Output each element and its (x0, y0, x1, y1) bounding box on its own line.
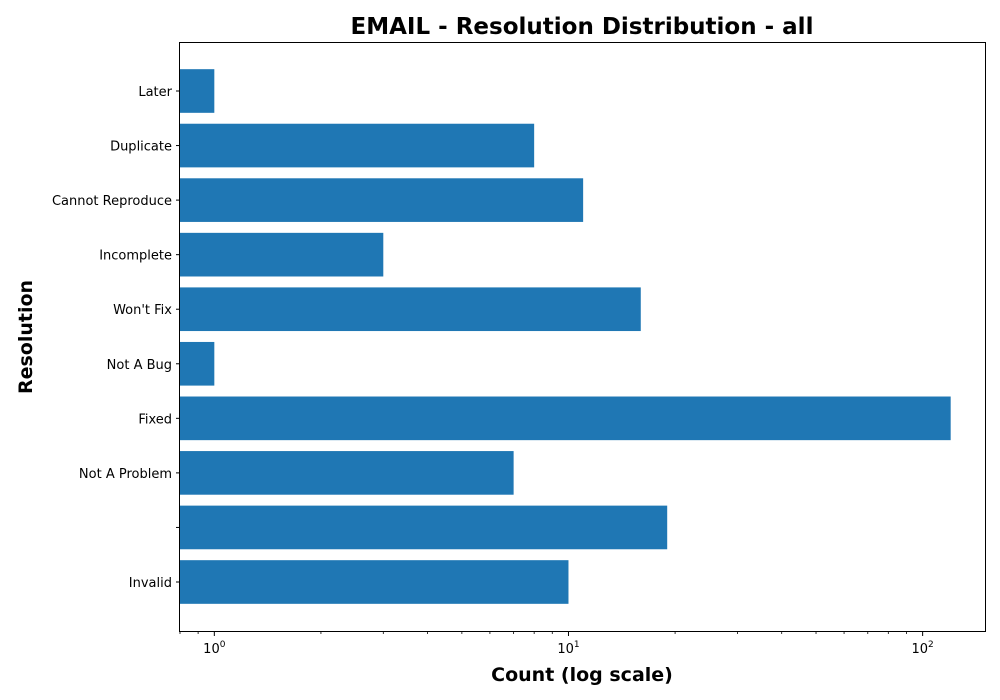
y-tick-label-7: Not A Problem (79, 467, 172, 482)
bar-8 (180, 505, 668, 550)
y-axis-label: Resolution (15, 280, 37, 394)
x-tick-label-1: 101 (557, 640, 579, 657)
bar-7 (180, 451, 514, 495)
bar-3 (180, 232, 384, 277)
y-tick-label-2: Cannot Reproduce (52, 194, 172, 209)
chart-title: EMAIL - Resolution Distribution - all (351, 14, 814, 40)
y-tick-label-3: Incomplete (99, 249, 172, 264)
bar-6 (180, 396, 951, 441)
bars-layer (180, 69, 951, 604)
bar-1 (180, 123, 535, 168)
y-tick-label-5: Not A Bug (107, 358, 172, 373)
x-tick-label-0: 100 (203, 640, 226, 657)
bar-0 (180, 69, 215, 113)
x-axis-label: Count (log scale) (491, 664, 673, 686)
bar-9 (180, 560, 569, 604)
y-tick-label-4: Won't Fix (113, 303, 172, 318)
y-tick-label-6: Fixed (138, 412, 172, 427)
bar-2 (180, 178, 584, 222)
axes-layer: Later Duplicate Cannot Reproduce Incomplete… (52, 85, 934, 657)
bar-4 (180, 287, 641, 332)
y-tick-label-9: Invalid (129, 576, 172, 591)
y-tick-label-0: Later (138, 85, 172, 100)
plot-frame (179, 42, 986, 632)
x-tick-label-2: 102 (911, 640, 933, 657)
bar-5 (180, 341, 215, 386)
y-tick-label-1: Duplicate (110, 140, 172, 155)
